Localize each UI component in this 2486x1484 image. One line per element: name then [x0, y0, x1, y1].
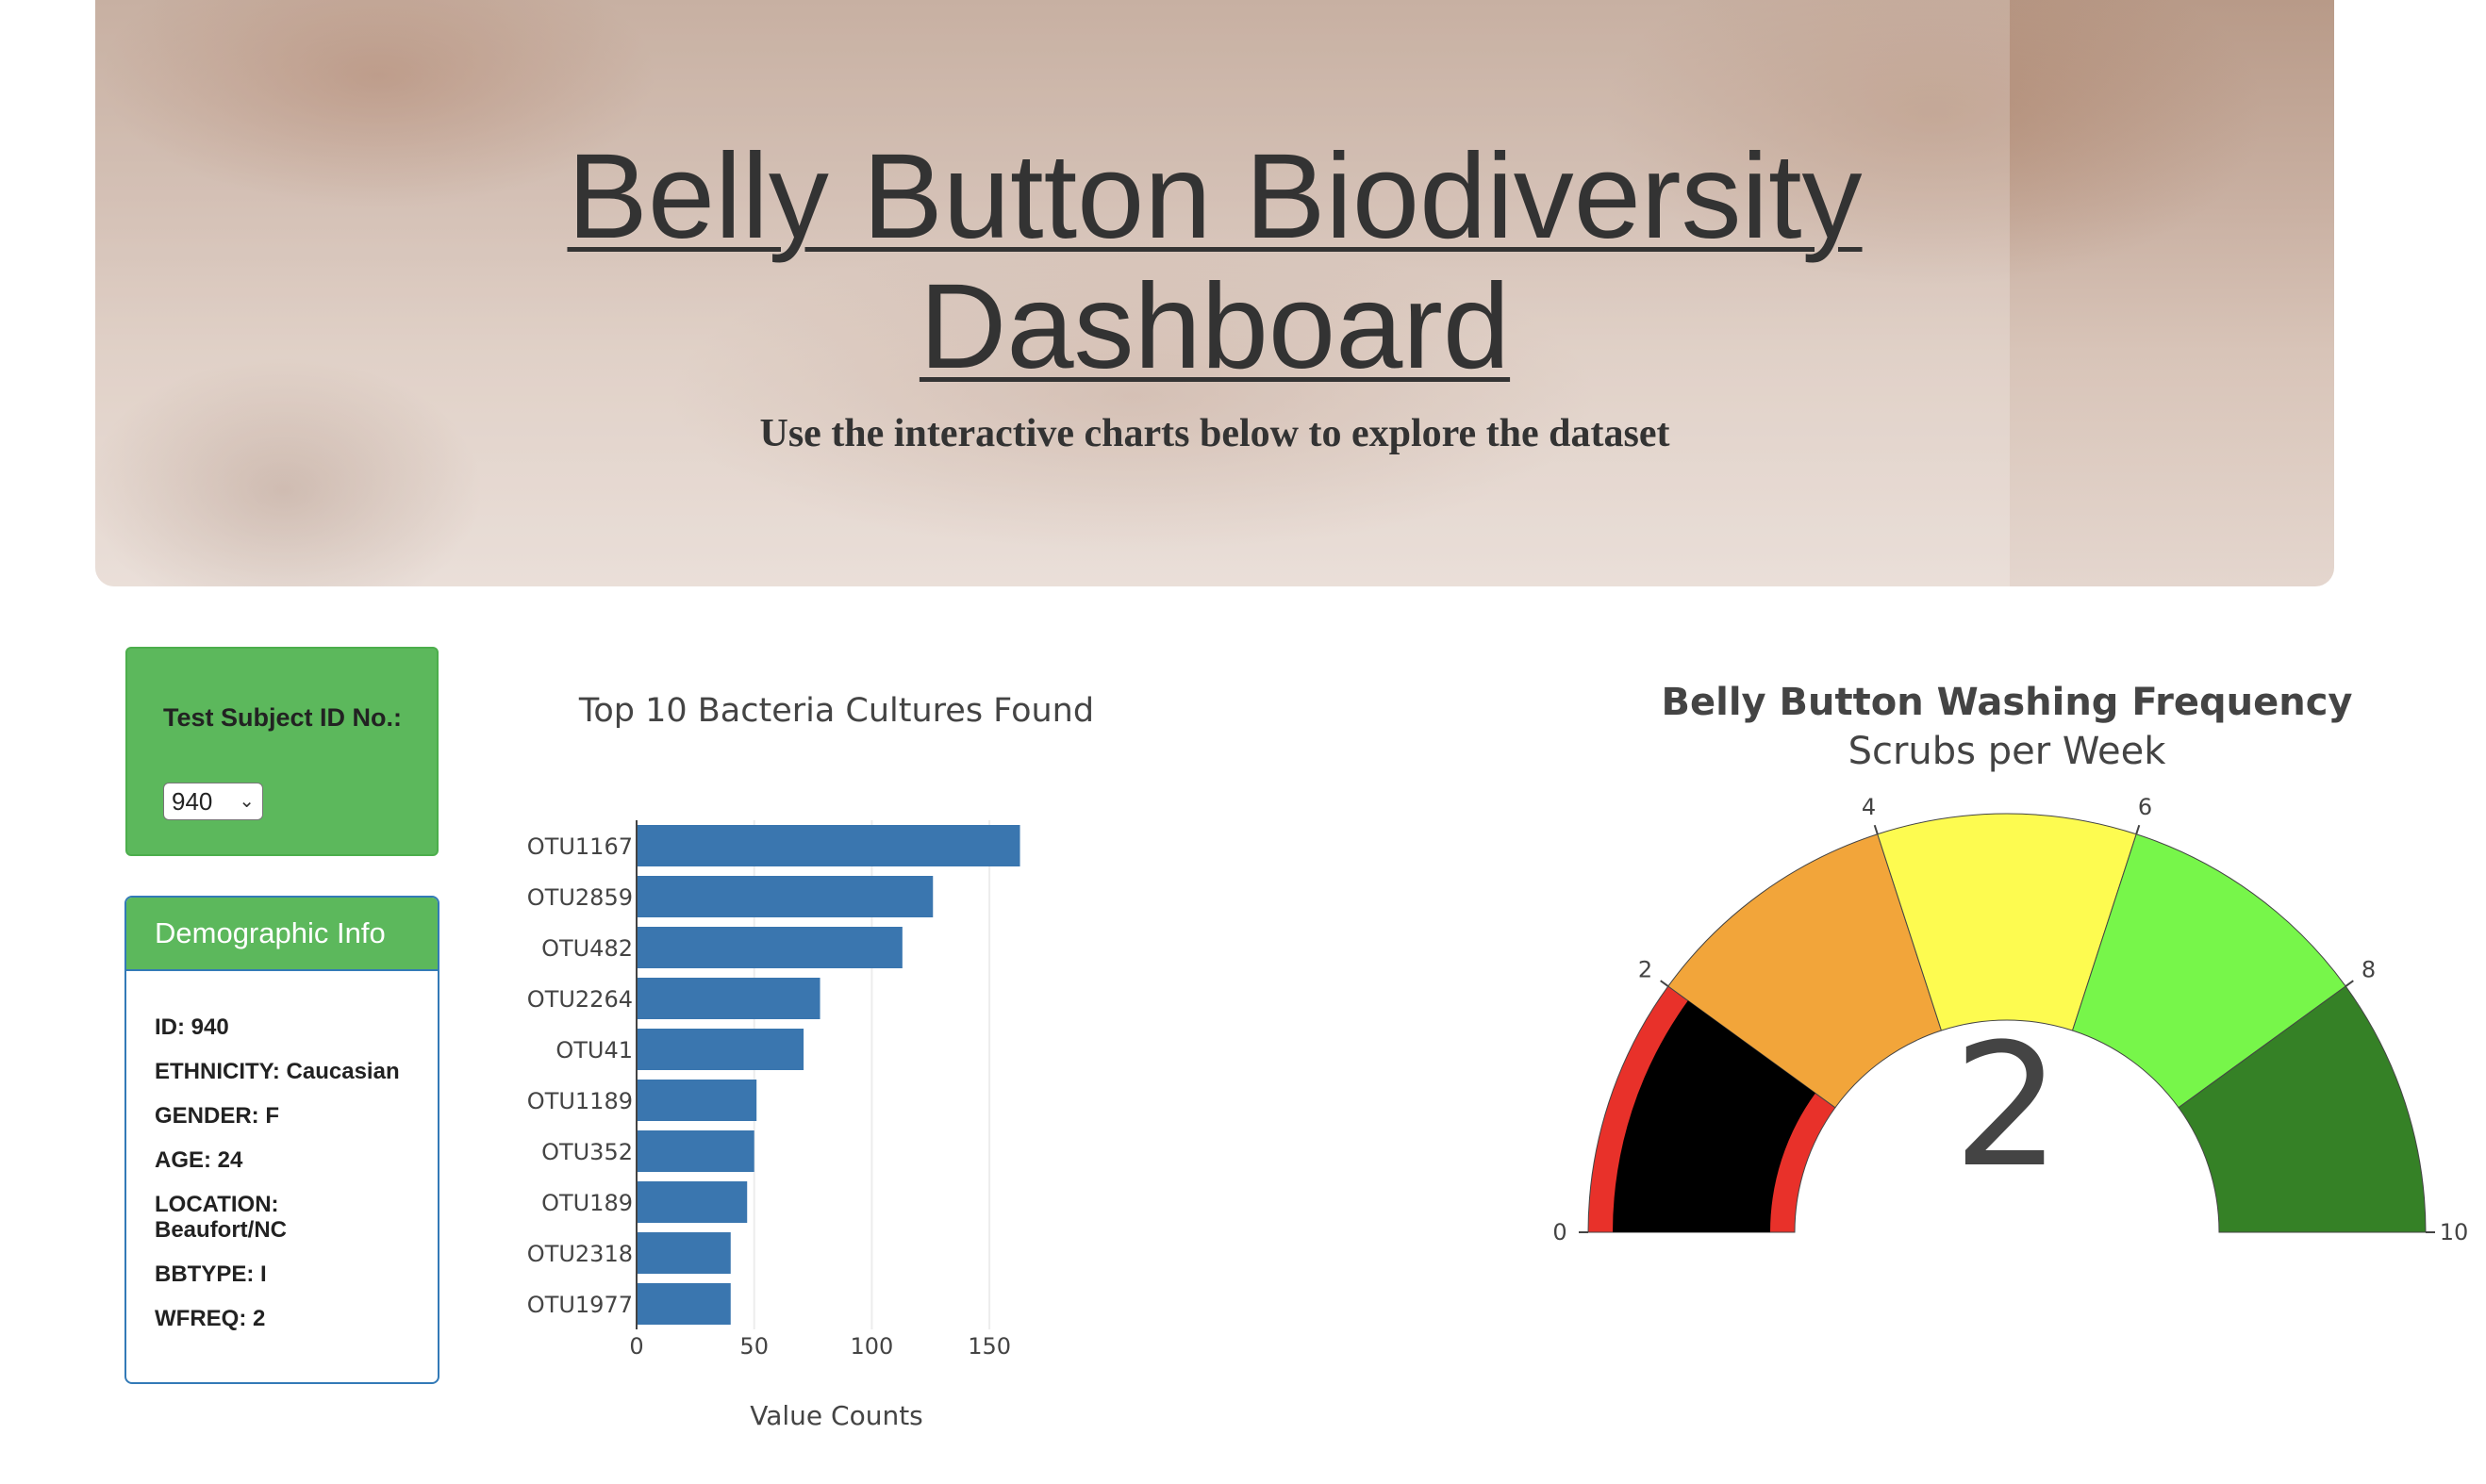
gauge-tick-label: 0 — [1552, 1219, 1566, 1245]
gauge-tick — [2135, 824, 2141, 835]
bar — [637, 825, 1020, 866]
demographic-panel: Demographic Info ID: 940 ETHNICITY: Cauc… — [124, 896, 439, 1384]
page-title-line1: Belly Button Biodiversity — [567, 129, 1863, 264]
bar — [637, 978, 820, 1019]
demo-wfreq: WFREQ: 2 — [155, 1306, 266, 1331]
gauge-subtitle: Scrubs per Week — [1848, 730, 2167, 773]
bar-x-tick-label: 0 — [629, 1333, 643, 1360]
bar-x-tick-label: 150 — [968, 1333, 1011, 1360]
bar-category-label: OTU1977 — [527, 1292, 633, 1318]
gauge-value-bar — [1613, 1000, 1815, 1232]
gauge-tick-label: 10 — [2440, 1219, 2469, 1245]
bar — [637, 1232, 731, 1274]
gauge-value: 2 — [1953, 1008, 2062, 1205]
page-title: Belly Button Biodiversity Dashboard — [95, 132, 2334, 392]
gauge-tick — [1660, 980, 1669, 987]
bar-category-label: OTU189 — [541, 1190, 633, 1216]
bar — [637, 876, 934, 917]
demo-gender: GENDER: F — [155, 1103, 279, 1129]
demographic-panel-title: Demographic Info — [126, 898, 438, 971]
bar-x-tick-label: 50 — [739, 1333, 769, 1360]
hero-overlay — [95, 0, 2010, 586]
bar-category-label: OTU2318 — [527, 1241, 633, 1267]
bar — [637, 1181, 748, 1223]
bar-category-label: OTU482 — [541, 935, 633, 962]
bar-category-label: OTU41 — [555, 1037, 633, 1064]
demo-bbtype: BBTYPE: I — [155, 1261, 267, 1287]
bar-x-axis-label: Value Counts — [750, 1400, 923, 1431]
demo-age: AGE: 24 — [155, 1147, 243, 1173]
demo-id: ID: 940 — [155, 1014, 229, 1040]
gauge-tick-label: 8 — [2362, 956, 2376, 982]
bar — [637, 927, 903, 968]
bar — [637, 1080, 757, 1121]
hero-banner: Belly Button Biodiversity Dashboard Use … — [95, 0, 2334, 586]
gauge-tick — [2345, 980, 2354, 987]
gauge-tick-label: 4 — [1862, 794, 1876, 820]
page-subtitle: Use the interactive charts below to expl… — [759, 412, 1670, 455]
gauge-tick — [1873, 824, 1879, 835]
bar-chart-title: Top 10 Bacteria Cultures Found — [578, 692, 1094, 730]
bar — [637, 1130, 754, 1172]
gauge-chart: Belly Button Washing Frequency Scrubs per… — [1552, 681, 2469, 1245]
gauge-step — [2178, 985, 2427, 1233]
bar — [637, 1283, 731, 1325]
gauge-tick-label: 2 — [1638, 956, 1652, 982]
bar — [637, 1029, 804, 1070]
bar-category-label: OTU2264 — [527, 986, 633, 1013]
gauge-tick-label: 6 — [2138, 794, 2152, 820]
demo-location: LOCATION: Beaufort/NC — [155, 1192, 288, 1243]
gauge-title: Belly Button Washing Frequency — [1662, 681, 2353, 724]
bar-x-tick-label: 100 — [851, 1333, 894, 1360]
page-title-line2: Dashboard — [919, 259, 1511, 394]
bar-category-label: OTU1167 — [527, 833, 633, 860]
demo-ethnicity: ETHNICITY: Caucasian — [155, 1059, 400, 1084]
bar-chart: Top 10 Bacteria Cultures Found OTU1167 OTU… — [527, 692, 1094, 1431]
subject-selector-label: Test Subject ID No.: — [163, 703, 403, 732]
demographic-list: ID: 940 ETHNICITY: Caucasian GENDER: F A… — [126, 971, 438, 1331]
bar-category-label: OTU1189 — [527, 1088, 633, 1114]
bar-category-label: OTU2859 — [527, 884, 633, 911]
subject-selector-card: Test Subject ID No.: 940 ⌄ — [125, 647, 439, 856]
subject-id-value: 940 — [172, 787, 213, 816]
bar-category-label: OTU352 — [541, 1139, 633, 1165]
subject-id-select[interactable]: 940 ⌄ — [163, 783, 263, 820]
chevron-down-icon: ⌄ — [239, 791, 255, 812]
